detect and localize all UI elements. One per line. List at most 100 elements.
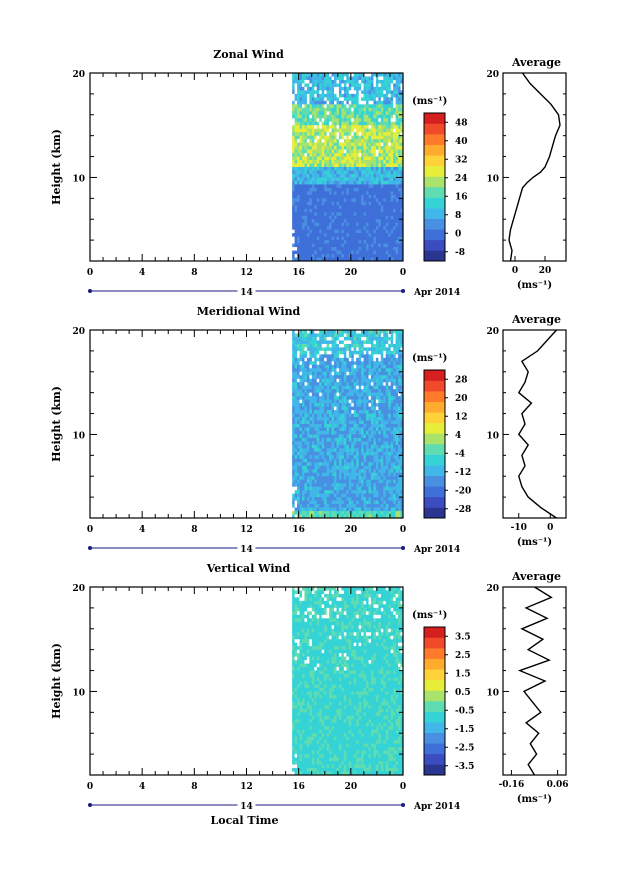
heatmap-cell [292, 437, 296, 442]
heatmap-cell [292, 371, 296, 376]
heatmap-cell [361, 424, 364, 428]
heatmap-cell [380, 424, 384, 428]
heatmap-cell [314, 497, 318, 501]
heatmap-cell [346, 114, 350, 119]
heatmap-cell [358, 382, 362, 387]
heatmap-cell [294, 222, 298, 227]
heatmap-cell [385, 476, 389, 481]
heatmap-cell [338, 163, 342, 168]
heatmap-cell [346, 343, 350, 348]
heatmap-cell [358, 86, 362, 91]
heatmap-cell [393, 97, 397, 102]
heatmap-cell [299, 500, 303, 505]
heatmap-cell [299, 497, 303, 501]
heatmap-cell [346, 410, 350, 414]
heatmap-cell [358, 219, 362, 224]
heatmap-cell [363, 382, 367, 387]
heatmap-cell [343, 222, 347, 227]
heatmap-cell [297, 208, 300, 213]
heatmap-cell [358, 100, 362, 105]
heatmap-cell [361, 173, 364, 178]
heatmap-cell [302, 97, 305, 102]
heatmap-cell [341, 486, 345, 491]
heatmap-cell [366, 201, 369, 206]
heatmap-cell [380, 437, 384, 442]
heatmap-cell [351, 233, 355, 238]
heatmap-cell [297, 250, 300, 255]
heatmap-cell [361, 149, 364, 154]
heatmap-cell [373, 104, 377, 109]
heatmap-cell [358, 389, 362, 394]
heatmap-cell [380, 413, 384, 418]
heatmap-cell [388, 222, 392, 227]
heatmap-cell [299, 170, 303, 175]
heatmap-cell [393, 187, 397, 192]
heatmap-cell [309, 333, 313, 338]
heatmap-cell [326, 198, 330, 203]
heatmap-cell [309, 368, 313, 373]
heatmap-cell [297, 497, 300, 501]
y-tick-label: 20 [72, 70, 85, 80]
heatmap-cell [388, 160, 392, 164]
heatmap-cell [326, 93, 330, 98]
heatmap-cell [329, 441, 332, 446]
heatmap-cell [343, 160, 347, 164]
heatmap-cell [366, 191, 369, 196]
heatmap-cell [378, 424, 382, 428]
heatmap-cell [356, 153, 360, 157]
heatmap-cell [299, 427, 303, 432]
heatmap-cell [294, 121, 298, 126]
heatmap-cell [334, 399, 337, 404]
heatmap-cell [311, 514, 315, 519]
heatmap-cell [370, 111, 374, 116]
heatmap-cell [375, 430, 379, 435]
heatmap-cell [356, 392, 360, 397]
heatmap-cell [375, 437, 379, 442]
heatmap-cell [319, 198, 323, 203]
heatmap-cell [343, 163, 347, 168]
heatmap-cell [356, 465, 360, 470]
heatmap-cell [356, 132, 360, 137]
heatmap-cell [400, 73, 404, 77]
heatmap-cell [326, 330, 330, 334]
heatmap-cell [341, 191, 345, 196]
heatmap-cell [400, 361, 404, 366]
heatmap-cell [398, 160, 401, 164]
heatmap-cell [306, 153, 310, 157]
heatmap-cell [316, 493, 320, 498]
heatmap-cell [304, 497, 308, 501]
heatmap-cell [400, 222, 404, 227]
heatmap-cell [346, 490, 350, 495]
heatmap-cell [370, 250, 374, 255]
heatmap-cell [314, 434, 318, 439]
heatmap-cell [395, 135, 399, 140]
heatmap-cell [326, 180, 330, 185]
heatmap-cell [316, 194, 320, 199]
heatmap-cell [385, 420, 389, 425]
heatmap-cell [304, 410, 308, 414]
heatmap-cell [363, 444, 367, 449]
heatmap-cell [378, 361, 382, 366]
heatmap-cell [366, 240, 369, 244]
heatmap-cell [304, 219, 308, 224]
heatmap-cell [326, 455, 330, 460]
heatmap-cell [306, 371, 310, 376]
heatmap-cell [353, 483, 357, 488]
heatmap-cell [363, 219, 367, 224]
heatmap-cell [299, 208, 303, 213]
heatmap-cell [353, 146, 357, 150]
heatmap-cell [331, 472, 335, 477]
heatmap-cell [309, 212, 313, 217]
heatmap-cell [294, 236, 298, 241]
heatmap-cell [351, 153, 355, 157]
heatmap-cell [331, 187, 335, 192]
heatmap-cell [351, 86, 355, 91]
heatmap-cell [338, 257, 342, 262]
heatmap-cell [383, 118, 387, 123]
heatmap-cell [299, 357, 303, 362]
heatmap-cell [343, 375, 347, 380]
heatmap-cell [316, 333, 320, 338]
heatmap-cell [353, 347, 357, 352]
heatmap-cell [326, 236, 330, 241]
heatmap-cell [299, 160, 303, 164]
